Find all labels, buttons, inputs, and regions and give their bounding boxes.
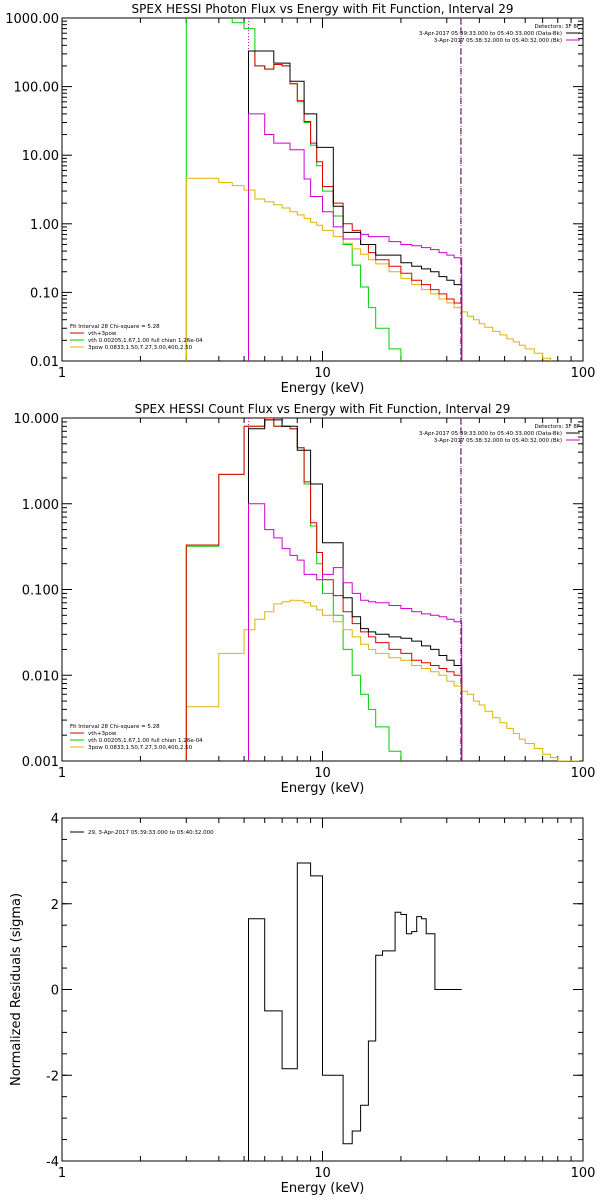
y-tick-label: 0.100: [22, 584, 59, 599]
x-tick-label: 1: [58, 766, 66, 781]
series-residuals: [248, 862, 462, 1161]
legend-label: 29, 3-Apr-2017 05:39:33.000 to 05:40:32.…: [88, 830, 214, 836]
y-tick-label: -4: [46, 1155, 59, 1170]
legend: Fit Interval 28 Chi-square = 5.28vth+3po…: [70, 724, 203, 751]
y-tick-label: 0.10: [30, 286, 59, 301]
chart-panels: SPEX HESSI Photon Flux vs Energy with Fi…: [5, 2, 596, 1196]
x-tick-label: 10: [314, 766, 331, 781]
legend-label: vth+3pow: [88, 331, 117, 337]
y-tick-label: 0.001: [22, 755, 59, 770]
x-tick-label: 1: [58, 1166, 66, 1181]
data-layer: [185, 418, 580, 761]
x-tick-label: 1: [58, 366, 66, 381]
y-tick-label: 0: [51, 984, 59, 999]
x-axis-label: Energy (keV): [281, 1181, 365, 1196]
legend-label: vth 0.00205,1.67,1.00 full chian 1.26e-0…: [88, 338, 203, 344]
chart-title: SPEX HESSI Photon Flux vs Energy with Fi…: [132, 2, 514, 16]
y-tick-label: 10.000: [14, 412, 60, 427]
legend-label: vth+3pow: [88, 731, 117, 737]
legend-header: Detectors: 3F 8F: [534, 24, 580, 30]
series-vth-3pow: [248, 50, 463, 361]
y-tick-label: 0.010: [22, 669, 59, 684]
x-tick-label: 10: [314, 366, 331, 381]
y-tick-label: 10.00: [22, 149, 59, 164]
x-axis-label: Energy (keV): [281, 381, 365, 396]
chart-panel-2: SPEX HESSI Count Flux vs Energy with Fit…: [14, 402, 596, 796]
legend: 29, 3-Apr-2017 05:39:33.000 to 05:40:32.…: [70, 830, 214, 836]
legend-header: Fit Interval 28 Chi-square = 5.28: [70, 724, 160, 730]
x-tick-label: 100: [571, 766, 596, 781]
series-bk: [248, 503, 463, 761]
legend-label: 3-Apr-2017 05:38:32.000 to 05:40:32.000 …: [434, 438, 562, 444]
y-tick-label: 2: [51, 898, 59, 913]
data-layer: [248, 862, 462, 1161]
legend: Detectors: 3F 8F3-Apr-2017 05:39:33.000 …: [419, 24, 580, 44]
y-tick-label: 100.00: [14, 81, 60, 96]
legend-label: 3pow 0.0833,1.50,7.27,3.00,400,2.50: [88, 745, 193, 751]
y-tick-label: 1.000: [22, 498, 59, 513]
x-tick-label: 10: [314, 1166, 331, 1181]
y-tick-label: -2: [46, 1069, 59, 1084]
x-tick-label: 100: [571, 1166, 596, 1181]
legend-header: Detectors: 3F 8F: [534, 424, 580, 430]
y-tick-label: 1.00: [30, 218, 59, 233]
y-tick-label: 4: [51, 812, 59, 827]
legend-label: 3-Apr-2017 05:38:32.000 to 05:40:32.000 …: [434, 38, 562, 44]
data-layer: [185, 18, 551, 361]
chart-panel-1: SPEX HESSI Photon Flux vs Energy with Fi…: [5, 2, 596, 396]
chart-panel-3: 1 10 100 Energy (keV) -4 -2 0 2 4 Normalized Resi…: [9, 812, 595, 1196]
series-data-bk: [248, 50, 463, 361]
legend-label: 3-Apr-2017 05:39:33.000 to 05:40:33.000 …: [419, 431, 562, 437]
y-axis-label: Normalized Residuals (sigma): [9, 893, 24, 1086]
x-tick-label: 100: [571, 366, 596, 381]
legend-label: vth 0.00205,1.67,1.00 full chian 1.26e-0…: [88, 738, 203, 744]
legend: Detectors: 3F 8F3-Apr-2017 05:39:33.000 …: [419, 424, 580, 444]
legend-header: Fit Interval 28 Chi-square = 5.28: [70, 324, 160, 330]
series-data-bk: [248, 419, 463, 761]
y-tick-label: 1000.00: [5, 12, 59, 27]
legend: Fit Interval 28 Chi-square = 5.28vth+3po…: [70, 324, 203, 351]
legend-label: 3pow 0.0833,1.50,7.27,3.00,400,2.50: [88, 345, 193, 351]
series-3pow: [185, 599, 580, 761]
y-tick-label: 0.01: [30, 355, 59, 370]
legend-label: 3-Apr-2017 05:39:33.000 to 05:40:33.000 …: [419, 31, 562, 37]
chart-title: SPEX HESSI Count Flux vs Energy with Fit…: [135, 402, 511, 416]
x-axis-label: Energy (keV): [281, 781, 365, 796]
series-bk: [248, 113, 463, 361]
series-vth: [185, 18, 402, 361]
